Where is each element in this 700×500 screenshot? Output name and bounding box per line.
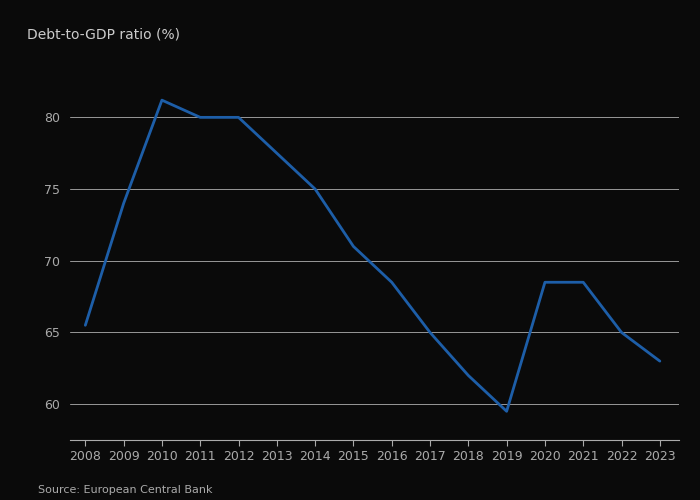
Text: Source: European Central Bank: Source: European Central Bank — [38, 485, 213, 495]
Text: Debt-to-GDP ratio (%): Debt-to-GDP ratio (%) — [27, 27, 181, 41]
